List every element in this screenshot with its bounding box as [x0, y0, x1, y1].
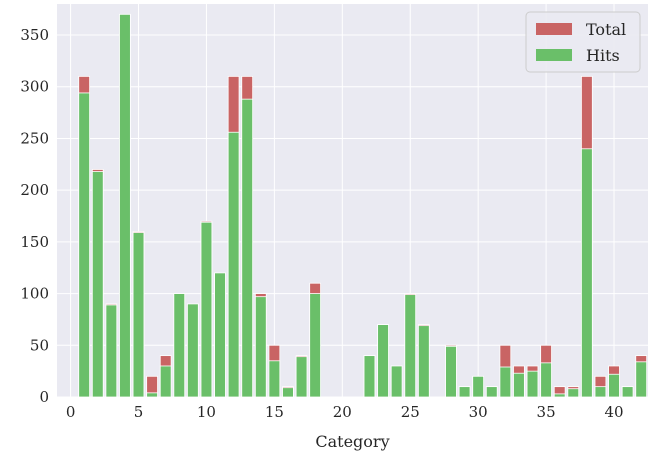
bar-hits: [485, 386, 498, 398]
legend-label-total: Total: [586, 20, 626, 39]
bar-hits: [377, 324, 389, 398]
x-tick-label: 35: [537, 403, 556, 421]
bar-hits: [363, 355, 376, 398]
bar-hits: [526, 370, 539, 398]
y-tick-label: 50: [30, 336, 49, 354]
bar-hits: [187, 303, 199, 398]
x-axis-ticks: 0 5 10 15 20 25 30 35 40: [66, 403, 624, 421]
bar-hits: [445, 345, 457, 398]
bar-hits: [458, 386, 471, 398]
bar-hits: [513, 372, 525, 398]
x-tick-label: 15: [265, 403, 284, 421]
y-tick-label: 150: [20, 233, 49, 251]
bar-hits: [214, 272, 226, 398]
bar-hits: [581, 148, 593, 398]
y-tick-label: 300: [20, 78, 49, 96]
x-tick-label: 5: [134, 403, 144, 421]
bar-hits: [227, 131, 240, 398]
y-tick-label: 350: [20, 26, 49, 44]
bars: [78, 13, 648, 398]
bar-hits: [159, 365, 172, 398]
bar-hits: [567, 388, 580, 398]
x-axis-label: Category: [315, 432, 389, 451]
y-tick-label: 200: [20, 181, 49, 199]
bar-hits: [241, 98, 254, 398]
legend-label-hits: Hits: [586, 46, 620, 65]
y-tick-label: 250: [20, 129, 49, 147]
y-axis-ticks: 0 50 100 150 200 250 300 350: [20, 26, 49, 406]
x-tick-label: 20: [333, 403, 352, 421]
bar-hits: [417, 325, 430, 398]
bar-hits: [309, 293, 321, 398]
bar-hits: [635, 361, 648, 398]
bar-hits: [173, 293, 186, 398]
bar-hits: [621, 386, 634, 398]
bar-hits: [105, 304, 118, 398]
bar-hits: [78, 92, 91, 398]
bar-hits: [132, 232, 145, 398]
bar-hits: [594, 386, 607, 398]
bar-hits: [268, 360, 281, 398]
bar-hits: [540, 362, 552, 398]
bar-hits: [282, 387, 294, 398]
bar-hits: [254, 296, 267, 398]
legend-swatch-hits: [536, 49, 572, 61]
legend-swatch-total: [536, 23, 572, 35]
legend: Total Hits: [525, 11, 641, 73]
bar-hits: [553, 393, 566, 398]
bar-hits: [119, 13, 131, 398]
x-tick-label: 0: [66, 403, 76, 421]
bar-hits: [608, 373, 620, 398]
bar-hits: [390, 365, 403, 398]
x-tick-label: 40: [604, 403, 623, 421]
y-tick-label: 100: [20, 285, 49, 303]
bar-hits: [295, 356, 308, 398]
bar-hits: [404, 294, 417, 398]
x-tick-label: 10: [197, 403, 216, 421]
bar-hits: [499, 366, 512, 398]
bar-hits: [200, 221, 213, 398]
bar-hits: [146, 392, 158, 398]
bar-hits: [91, 171, 104, 398]
bar-hits: [472, 375, 485, 398]
y-tick-label: 0: [39, 388, 49, 406]
x-tick-label: 25: [401, 403, 420, 421]
x-tick-label: 30: [469, 403, 488, 421]
